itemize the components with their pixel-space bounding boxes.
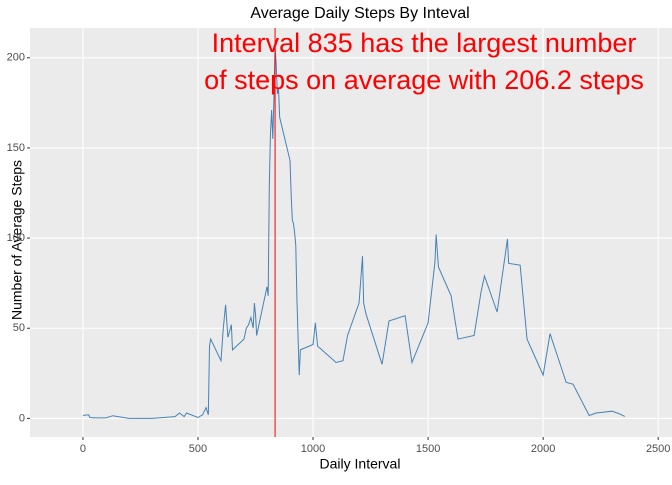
x-tick-label: 1000: [301, 443, 325, 455]
x-tick-label: 2000: [531, 443, 555, 455]
x-tick-label: 1500: [416, 443, 440, 455]
y-axis-label: Number of Average Steps: [9, 160, 25, 320]
x-axis-label: Daily Interval: [320, 456, 401, 472]
x-tick-label: 0: [80, 443, 86, 455]
x-tick-label: 2500: [646, 443, 670, 455]
x-tick-label: 500: [189, 443, 207, 455]
y-tick-label: 100: [7, 232, 25, 244]
annotation: of steps on average with 206.2 steps: [204, 65, 644, 95]
y-tick-label: 0: [19, 412, 25, 424]
data-line: [82, 46, 626, 419]
y-tick-label: 50: [13, 322, 25, 334]
annotation: Interval 835 has the largest number: [212, 28, 637, 58]
chart-title: Average Daily Steps By Inteval: [250, 5, 469, 22]
panel: [30, 28, 672, 437]
y-tick-label: 150: [7, 142, 25, 154]
y-tick-label: 200: [7, 52, 25, 64]
